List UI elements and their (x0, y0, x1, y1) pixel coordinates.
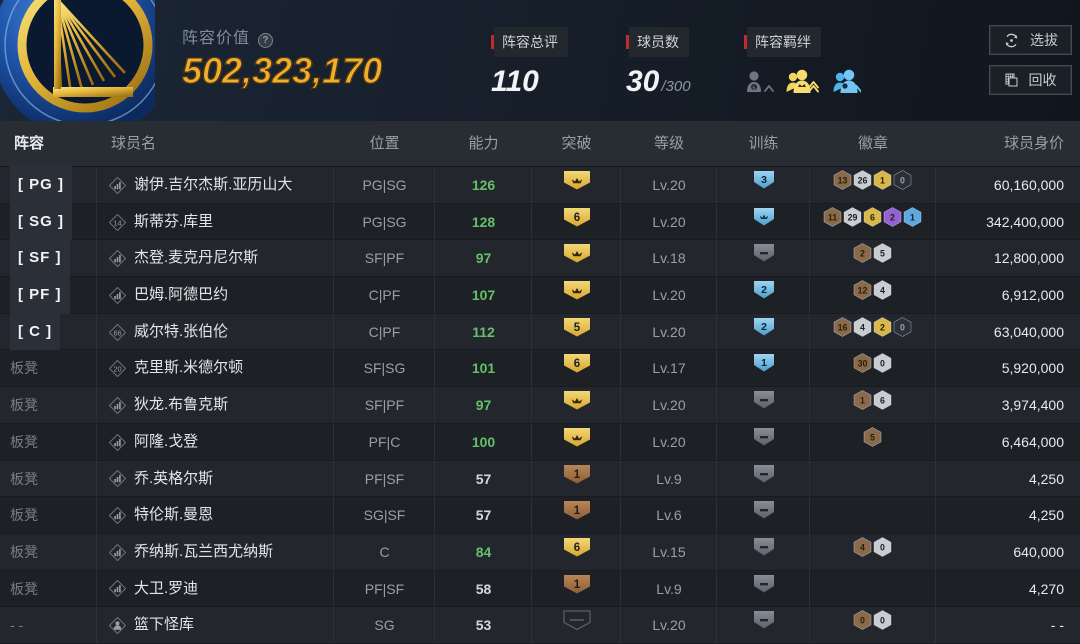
svg-text:29: 29 (848, 212, 858, 222)
svg-text:4: 4 (860, 322, 865, 332)
svg-text:6: 6 (573, 212, 579, 224)
svg-text:3: 3 (761, 174, 767, 186)
svg-text:20: 20 (113, 365, 121, 374)
svg-text:12: 12 (858, 286, 868, 296)
svg-text:4: 4 (860, 542, 865, 552)
svg-text:6: 6 (753, 85, 756, 91)
svg-text:1: 1 (761, 357, 767, 369)
svg-text:5: 5 (870, 432, 875, 442)
svg-text:14: 14 (113, 218, 121, 227)
svg-text:5: 5 (880, 249, 885, 259)
svg-text:1: 1 (573, 469, 580, 481)
svg-text:1: 1 (573, 579, 580, 591)
svg-text:2: 2 (890, 212, 895, 222)
svg-text:6: 6 (573, 358, 579, 370)
svg-text:13: 13 (838, 176, 848, 186)
svg-text:4: 4 (880, 286, 885, 296)
svg-text:66: 66 (113, 328, 121, 337)
svg-text:0: 0 (860, 616, 865, 626)
svg-text:2: 2 (880, 322, 885, 332)
svg-text:0: 0 (900, 322, 905, 332)
svg-text:0: 0 (880, 542, 885, 552)
svg-text:6: 6 (870, 212, 875, 222)
svg-text:2: 2 (761, 321, 767, 333)
svg-text:1: 1 (880, 176, 885, 186)
svg-text:6: 6 (573, 542, 579, 554)
svg-text:0: 0 (900, 176, 905, 186)
svg-text:11: 11 (828, 212, 837, 222)
svg-text:2: 2 (860, 249, 865, 259)
svg-text:1: 1 (860, 396, 865, 406)
svg-text:0: 0 (880, 616, 885, 626)
svg-text:1: 1 (573, 505, 580, 517)
svg-text:0: 0 (880, 359, 885, 369)
svg-text:1: 1 (910, 212, 915, 222)
svg-text:6: 6 (880, 396, 885, 406)
svg-text:30: 30 (858, 359, 868, 369)
svg-text:2: 2 (761, 284, 767, 296)
svg-text:5: 5 (573, 322, 580, 334)
svg-text:16: 16 (838, 322, 848, 332)
svg-text:26: 26 (858, 176, 868, 186)
